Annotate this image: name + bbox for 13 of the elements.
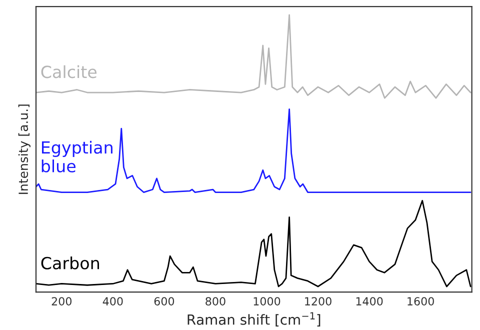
series-label: Carbon (41, 256, 99, 270)
x-tick-label: 400 (102, 297, 123, 306)
x-tick-label: 1400 (356, 297, 383, 306)
series-label: Calcite (41, 65, 97, 78)
series-label: Egyptian blue (42, 140, 112, 172)
x-tick-label: 1000 (254, 297, 280, 306)
x-tick-label: 200 (52, 297, 72, 306)
x-tick-label: 800 (206, 297, 226, 306)
x-tick-label: 1600 (408, 297, 434, 306)
x-tick-label: 600 (154, 297, 174, 306)
x-tick-label: 1200 (305, 297, 332, 306)
x-axis-title: Raman shift [cm$^{−1}$] (188, 312, 320, 327)
y-axis-title: Intensity [a.u.] (18, 104, 30, 194)
